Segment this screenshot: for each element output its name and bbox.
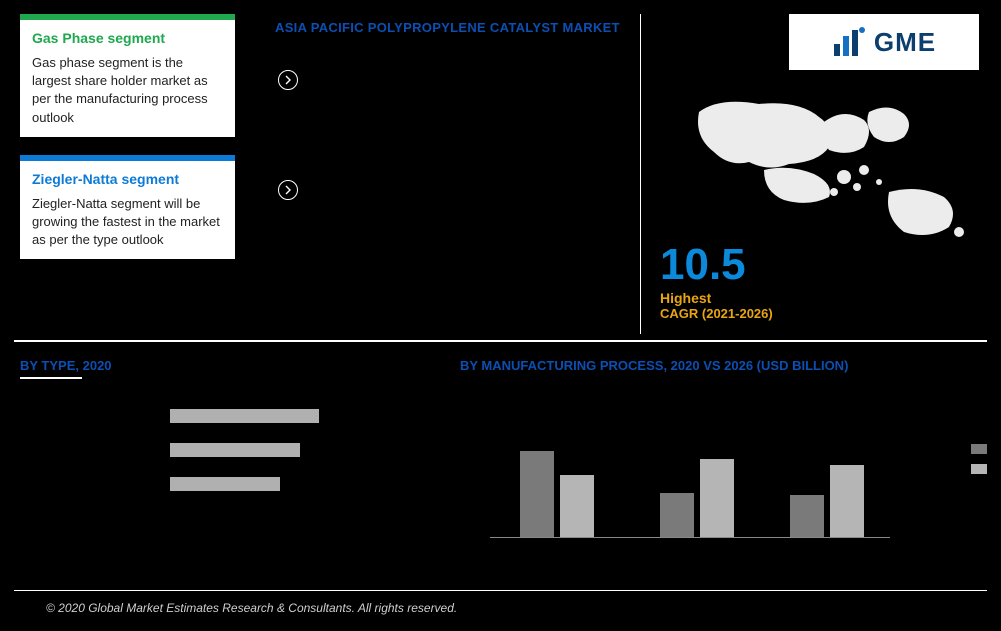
legend [971,444,987,484]
legend-swatch [971,444,987,454]
legend-swatch [971,464,987,474]
legend-item [971,444,987,454]
asia-pacific-map [679,92,979,242]
section-title: BY MANUFACTURING PROCESS, 2020 VS 2026 (… [460,358,981,373]
vbar-series-b [700,459,734,537]
hbar-fill [170,409,319,423]
bar-group [790,465,864,537]
logo-text: GME [874,27,936,58]
logo-panel: GME [789,14,979,70]
legend-item [971,464,987,474]
hbar-chart [20,407,420,493]
card-accent-bar [20,155,235,161]
vbar-series-b [560,475,594,537]
card-ziegler-natta: Ziegler-Natta segment Ziegler-Natta segm… [20,161,235,260]
vbar-series-a [790,495,824,537]
cards-column: Gas Phase segment Gas phase segment is t… [0,0,245,335]
horizontal-divider [14,340,987,342]
by-type-panel: BY TYPE, 2020 [0,350,440,580]
cagr-block: 10.5 Highest CAGR (2021-2026) [660,240,773,321]
cagr-value: 10.5 [660,240,773,290]
grouped-bar-chart [490,408,890,538]
card-title: Gas Phase segment [32,30,223,46]
footer-text: © 2020 Global Market Estimates Research … [14,601,987,615]
card-accent-bar [20,14,235,20]
vertical-divider [640,14,641,334]
logo: GME [832,24,936,60]
hbar-row [170,475,420,493]
bottom-section: BY TYPE, 2020 BY MANUFACTURING PROCESS, … [0,350,1001,580]
title-underline [20,377,82,379]
footer: © 2020 Global Market Estimates Research … [14,590,987,615]
logo-bars-icon [832,24,868,60]
chevron-circle-icon [278,180,298,200]
hbar-fill [170,477,280,491]
hbar-fill [170,443,300,457]
bar-group [660,459,734,537]
page-title: ASIA PACIFIC POLYPROPYLENE CATALYST MARK… [275,20,620,35]
hbar-row [170,407,420,425]
cagr-label-range: CAGR (2021-2026) [660,306,773,321]
bar-group [520,451,594,537]
vbar-series-a [520,451,554,537]
vbar-series-a [660,493,694,537]
hbar-row [170,441,420,459]
card-body: Ziegler-Natta segment will be growing th… [32,195,223,250]
card-title: Ziegler-Natta segment [32,171,223,187]
card-gas-phase: Gas Phase segment Gas phase segment is t… [20,20,235,137]
top-section: Gas Phase segment Gas phase segment is t… [0,0,1001,335]
vbar-series-b [830,465,864,537]
chevron-circle-icon [278,70,298,90]
section-title: BY TYPE, 2020 [20,358,420,373]
cagr-label-highest: Highest [660,290,773,306]
card-body: Gas phase segment is the largest share h… [32,54,223,127]
by-mfg-panel: BY MANUFACTURING PROCESS, 2020 VS 2026 (… [440,350,1001,580]
